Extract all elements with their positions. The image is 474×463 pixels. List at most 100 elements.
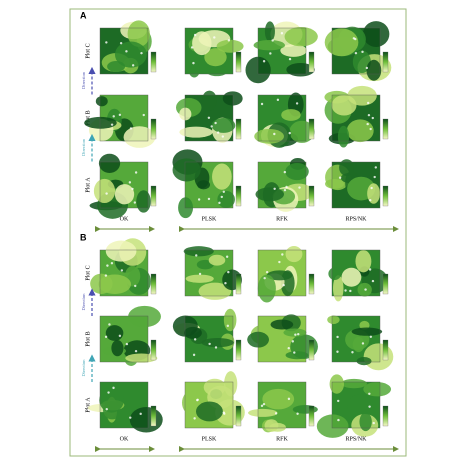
sample-point (276, 98, 280, 102)
sample-point (368, 392, 371, 396)
sample-point (196, 398, 199, 401)
sample-point (352, 37, 356, 40)
map-zone (208, 254, 226, 266)
direction-label: Direction (81, 359, 86, 377)
sample-point (372, 421, 375, 425)
sample-point (142, 113, 145, 117)
map-zone (128, 305, 161, 328)
map-frame (184, 381, 234, 429)
sample-point (224, 281, 227, 285)
sample-point (274, 412, 278, 415)
sample-point (337, 399, 340, 403)
direction-label: Direction (81, 138, 86, 156)
map-frame (99, 315, 149, 363)
sample-point (337, 418, 340, 422)
row-label: Plot C (85, 43, 91, 58)
sample-point (222, 411, 226, 414)
sample-point (265, 270, 269, 274)
map-frame (184, 94, 234, 142)
map-zone (129, 406, 163, 433)
map-frame (331, 249, 381, 297)
sample-point (119, 42, 123, 45)
map-frame (331, 161, 381, 209)
sample-point (105, 41, 108, 44)
sample-point (285, 185, 288, 189)
map-frame (331, 94, 381, 142)
map-zone (351, 327, 383, 336)
sample-point (365, 66, 369, 70)
map-zone (367, 183, 381, 204)
map-zone (281, 109, 301, 121)
map-zone (264, 21, 275, 42)
sample-point (336, 335, 339, 339)
map-zone (355, 250, 372, 273)
sample-point (139, 412, 142, 416)
map-zone (211, 117, 236, 133)
map-zone (341, 267, 362, 287)
map-zone (253, 40, 286, 51)
sample-point (269, 52, 272, 55)
colorbar (308, 405, 315, 427)
sample-point (112, 115, 115, 118)
sample-point (283, 188, 287, 192)
map-zone (339, 159, 354, 176)
sample-point (192, 353, 196, 357)
map-zone (105, 240, 137, 262)
map-panel (183, 246, 242, 300)
map-zone (123, 126, 156, 148)
sample-point (198, 272, 202, 276)
map-panel (257, 245, 315, 303)
row-label: Plot B (85, 331, 91, 346)
sample-point (220, 195, 223, 199)
map-zone (111, 340, 124, 357)
sample-point (281, 253, 284, 256)
colorbar (382, 185, 389, 207)
map-zone (285, 245, 303, 263)
sample-point (216, 131, 220, 134)
colorbar (235, 339, 242, 361)
sample-point (336, 350, 339, 353)
map-frame (99, 94, 149, 142)
map-zone (201, 338, 234, 348)
column-label: RFK (276, 436, 288, 442)
map-zone (95, 96, 108, 107)
map-panel (328, 249, 389, 302)
sample-point (129, 127, 133, 130)
sample-point (364, 288, 367, 291)
map-panel (248, 381, 318, 433)
map-zone (179, 107, 192, 121)
direction-label: Direction (81, 293, 86, 311)
map-panel (325, 159, 389, 209)
colorbar (382, 51, 389, 73)
colorbar (382, 118, 389, 140)
sample-point (129, 416, 132, 419)
sample-point (120, 269, 124, 272)
map-frame (184, 315, 234, 363)
sample-point (294, 333, 297, 336)
map-zone (201, 90, 217, 111)
sample-point (366, 101, 370, 105)
colorbar (308, 185, 315, 207)
map-panel (324, 85, 389, 148)
map-frame (99, 161, 149, 209)
colorbar (382, 273, 389, 295)
map-zone (346, 119, 374, 143)
sample-point (197, 198, 201, 201)
map-zone (363, 382, 392, 397)
sample-point (280, 32, 284, 35)
map-zone (172, 158, 201, 182)
sample-point (125, 50, 128, 53)
sample-point (214, 121, 217, 125)
column-label: PLSK (202, 216, 217, 222)
figure-border (69, 8, 407, 457)
sample-point (190, 46, 194, 49)
sample-point (297, 333, 300, 336)
map-zone (362, 21, 390, 47)
sample-point (108, 323, 111, 326)
map-frame (99, 381, 149, 429)
sample-point (104, 335, 108, 339)
map-zone (340, 378, 367, 389)
sample-point (214, 346, 218, 349)
map-zone (359, 412, 372, 432)
sample-point (207, 197, 211, 201)
